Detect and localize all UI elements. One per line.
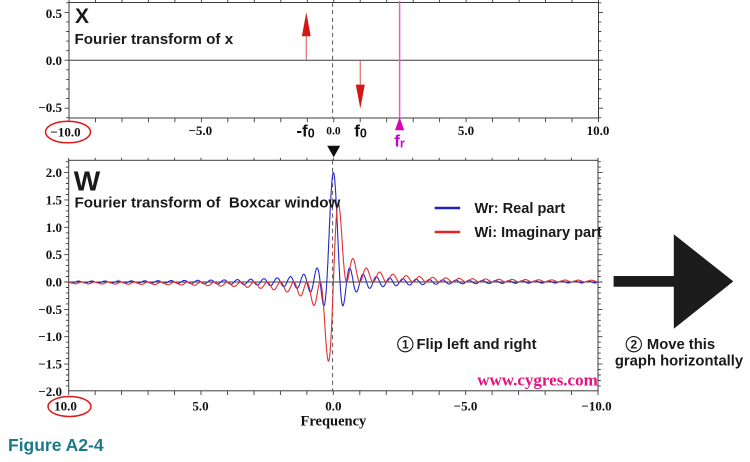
svg-text:−5.0: −5.0	[454, 398, 478, 413]
svg-text:W: W	[74, 166, 101, 197]
svg-text:Fourier transform of Boxcar w: Fourier transform of Boxcar window	[75, 195, 341, 212]
svg-text:Fourier transform of x: Fourier transform of x	[75, 31, 234, 48]
svg-text:-f0: -f0	[296, 122, 314, 141]
svg-text:Wr: Real part: Wr: Real part	[475, 201, 566, 217]
svg-text:0.0: 0.0	[325, 398, 341, 413]
svg-text:Move this: Move this	[647, 337, 715, 353]
svg-text:5.0: 5.0	[192, 398, 208, 413]
svg-text:Wi: Imaginary part: Wi: Imaginary part	[475, 225, 602, 241]
svg-text:graph horizontally: graph horizontally	[615, 354, 744, 370]
svg-text:0.0: 0.0	[326, 126, 341, 138]
svg-text:2: 2	[630, 337, 637, 351]
svg-text:f0: f0	[354, 122, 367, 141]
svg-text:−5.0: −5.0	[188, 123, 212, 138]
svg-text:www.cygres.com: www.cygres.com	[477, 371, 598, 390]
svg-text:−10.0: −10.0	[581, 398, 611, 413]
svg-text:−10.0: −10.0	[50, 124, 80, 139]
svg-text:Frequency: Frequency	[301, 414, 368, 430]
svg-text:5.0: 5.0	[458, 123, 474, 138]
svg-text:10.0: 10.0	[587, 123, 610, 138]
svg-text:fr: fr	[394, 132, 405, 151]
svg-text:1.5: 1.5	[46, 192, 63, 207]
svg-text:−0.5: −0.5	[38, 302, 62, 317]
svg-text:10.0: 10.0	[54, 398, 77, 413]
svg-text:Flip left and right: Flip left and right	[417, 337, 537, 353]
svg-text:−1.5: −1.5	[38, 357, 62, 372]
svg-text:0.0: 0.0	[46, 275, 62, 290]
svg-text:−2.0: −2.0	[38, 384, 62, 399]
svg-text:−0.5: −0.5	[38, 100, 62, 115]
svg-text:X: X	[75, 5, 89, 28]
svg-text:0.5: 0.5	[46, 6, 63, 21]
svg-text:−1.0: −1.0	[38, 329, 62, 344]
svg-text:0.0: 0.0	[46, 53, 62, 68]
svg-text:0.5: 0.5	[46, 247, 63, 262]
svg-text:1: 1	[402, 337, 409, 351]
svg-text:1.0: 1.0	[46, 220, 62, 235]
svg-text:2.0: 2.0	[46, 165, 62, 180]
svg-text:Figure A2-4: Figure A2-4	[8, 435, 104, 455]
